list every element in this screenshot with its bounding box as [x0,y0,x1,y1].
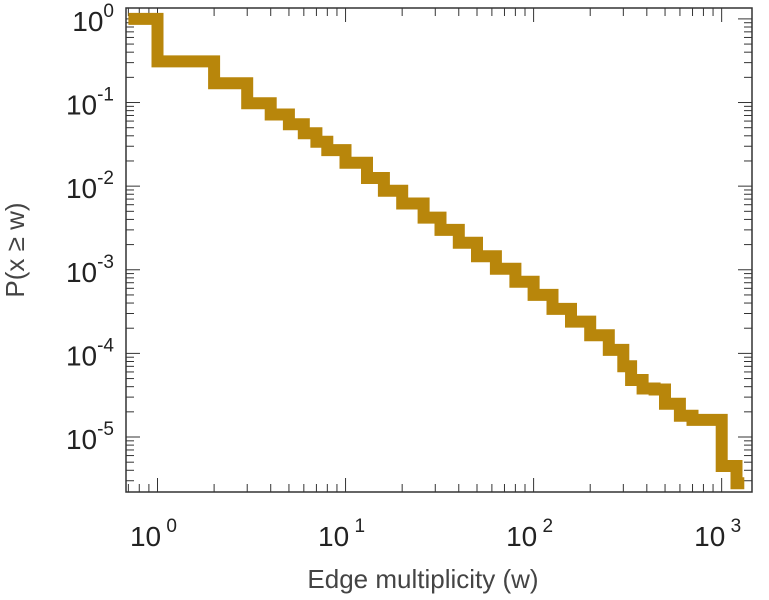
x-tick-label: 10 3 [694,516,741,552]
y-tick-label: 10-1 [66,85,114,121]
axis-ticks [126,8,752,492]
y-tick-exponent: 0 [103,1,114,22]
y-tick-exponent: -1 [97,85,114,106]
y-tick-label: 10-5 [66,419,114,455]
y-tick-label: 10-3 [66,252,114,288]
y-tick-exponent: -2 [97,168,114,189]
x-tick-base: 10 [130,521,161,552]
plot-area-border [125,7,753,493]
y-tick-label: 10-4 [66,335,114,371]
x-tick-exponent: 0 [161,516,177,537]
y-tick-base: 10 [72,6,103,37]
x-tick-label: 10 1 [318,516,365,552]
y-tick-base: 10 [66,257,97,288]
x-tick-base: 10 [694,521,725,552]
x-tick-exponent: 1 [349,516,365,537]
x-tick-label: 10 0 [130,516,177,552]
x-tick-base: 10 [318,521,349,552]
y-tick-base: 10 [66,424,97,455]
series-line-0 [128,12,745,490]
y-tick-exponent: -3 [97,252,114,273]
x-tick-exponent: 2 [537,516,553,537]
x-tick-exponent: 3 [725,516,741,537]
x-tick-label: 10 2 [506,516,553,552]
y-tick-base: 10 [66,173,97,204]
y-tick-base: 10 [66,340,97,371]
x-axis-label: Edge multiplicity (w) [307,564,538,594]
x-tick-base: 10 [506,521,537,552]
series-layer [128,12,745,490]
y-tick-exponent: -5 [97,419,114,440]
plot-frame [125,7,753,493]
y-tick-base: 10 [66,90,97,121]
y-tick-label: 100 [72,1,114,37]
y-tick-label: 10-2 [66,168,114,204]
y-tick-exponent: -4 [97,335,114,356]
y-axis-label: P(x ≥ w) [0,202,30,297]
